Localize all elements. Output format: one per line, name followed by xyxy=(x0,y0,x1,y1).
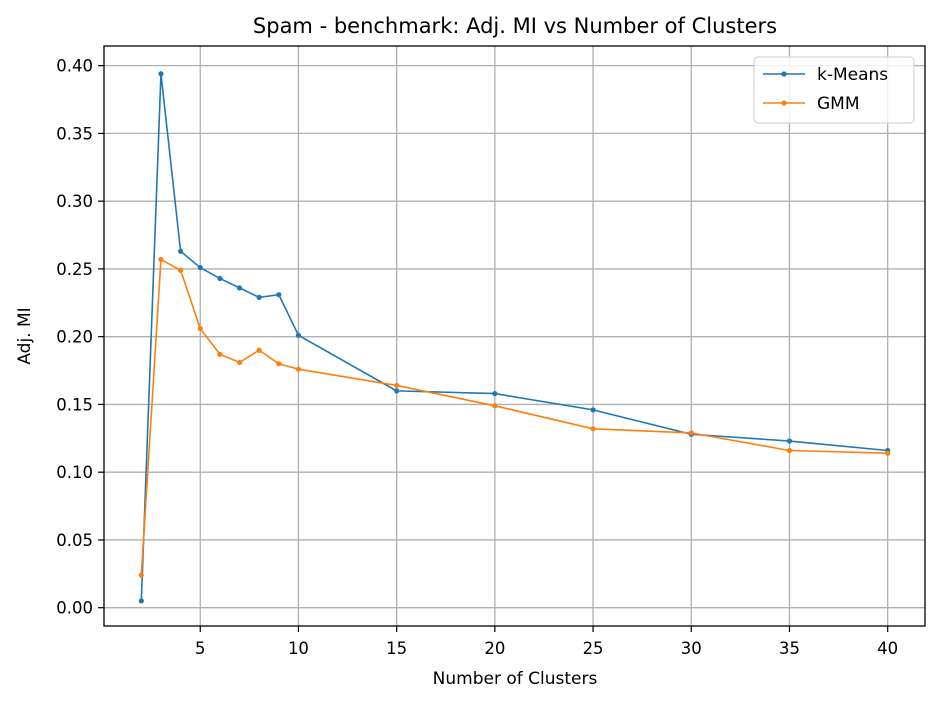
x-tick-label: 40 xyxy=(877,639,898,658)
data-point-k-means xyxy=(394,388,400,394)
x-tick-label: 10 xyxy=(288,639,309,658)
x-tick-label: 35 xyxy=(779,639,800,658)
data-point-gmm xyxy=(590,426,596,432)
y-tick-label: 0.05 xyxy=(56,531,93,550)
data-point-k-means xyxy=(236,285,243,291)
data-point-k-means xyxy=(158,71,164,77)
legend-marker-gmm xyxy=(781,100,787,106)
data-point-gmm xyxy=(276,361,282,367)
y-tick-label: 0.10 xyxy=(56,463,93,482)
data-point-gmm xyxy=(236,359,243,366)
y-tick-label: 0.40 xyxy=(56,57,93,76)
data-point-gmm xyxy=(492,403,498,409)
legend: k-Means GMM xyxy=(753,56,915,124)
data-point-k-means xyxy=(256,294,262,300)
data-point-gmm xyxy=(158,256,164,263)
plot-frame xyxy=(103,45,926,627)
series-gmm xyxy=(138,256,891,578)
data-point-gmm xyxy=(885,450,891,456)
data-point-gmm xyxy=(688,430,694,436)
data-point-k-means xyxy=(295,332,302,338)
data-point-gmm xyxy=(178,267,184,273)
legend-label-k-means: k-Means xyxy=(817,65,888,85)
data-point-gmm xyxy=(394,382,400,389)
y-tick-label: 0.35 xyxy=(56,124,93,143)
data-point-gmm xyxy=(256,347,262,353)
data-point-k-means xyxy=(786,438,793,444)
data-point-gmm xyxy=(786,447,793,454)
x-tick-label: 25 xyxy=(583,639,604,658)
grid-lines xyxy=(104,46,925,626)
data-point-k-means xyxy=(217,275,223,282)
data-point-k-means xyxy=(197,264,203,271)
data-series xyxy=(138,71,891,604)
data-point-gmm xyxy=(197,325,203,332)
chart-title: Spam - benchmark: Adj. MI vs Number of C… xyxy=(253,14,777,38)
data-point-gmm xyxy=(138,572,144,578)
y-tick-label: 0.25 xyxy=(56,260,93,279)
data-point-k-means xyxy=(276,292,282,298)
data-point-k-means xyxy=(590,407,596,413)
data-point-k-means xyxy=(178,248,184,254)
x-tick-label: 5 xyxy=(195,639,206,658)
x-tick-label: 20 xyxy=(484,639,505,658)
data-point-gmm xyxy=(295,366,302,372)
y-tick-label: 0.30 xyxy=(56,192,93,211)
y-tick-label: 0.00 xyxy=(56,599,93,618)
data-point-k-means xyxy=(138,598,144,604)
data-point-k-means xyxy=(492,390,498,397)
y-axis-label: Adj. MI xyxy=(15,307,35,364)
x-tick-label: 30 xyxy=(681,639,702,658)
legend-marker-k-means xyxy=(781,71,787,77)
data-point-gmm xyxy=(217,351,223,357)
legend-label-gmm: GMM xyxy=(817,94,860,114)
x-tick-label: 15 xyxy=(386,639,407,658)
x-axis-label: Number of Clusters xyxy=(433,669,598,689)
y-tick-label: 0.15 xyxy=(56,395,93,414)
axis-ticks: 5 10 15 20 25 30 35 40 0.00 0.05 0.10 0.15 0.20 0.25 0… xyxy=(56,57,898,658)
series-k-means xyxy=(138,71,891,604)
y-tick-label: 0.20 xyxy=(56,328,93,347)
